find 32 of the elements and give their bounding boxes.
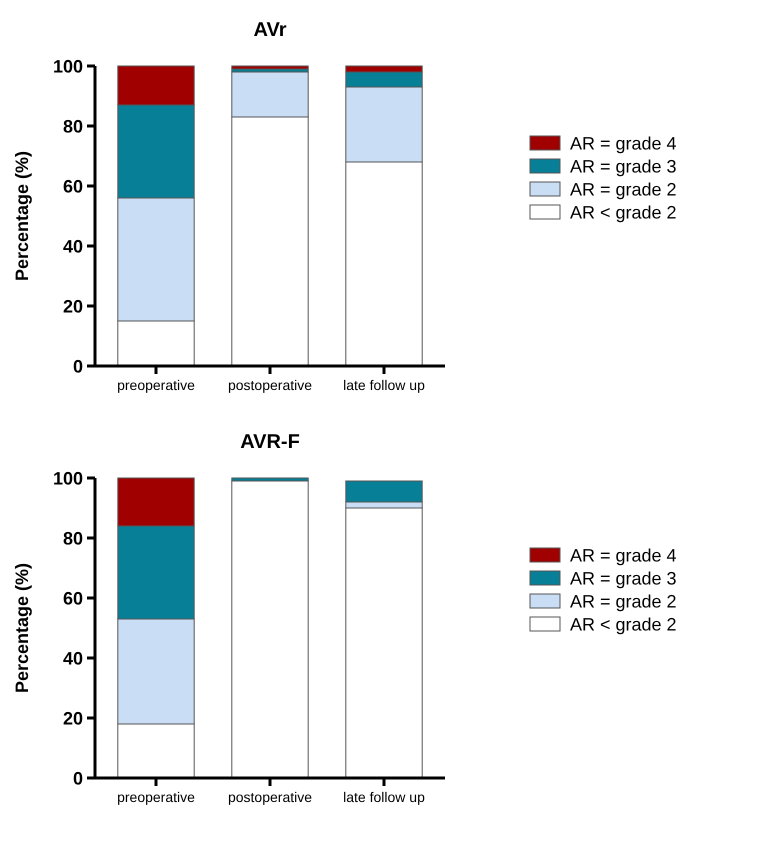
chart-title: AVR-F	[240, 431, 300, 453]
x-tick-label: late follow up	[343, 789, 426, 805]
y-tick-label: 0	[72, 768, 83, 788]
chart-title: AVr	[254, 19, 287, 41]
y-tick-label: 100	[52, 468, 83, 488]
y-tick-label: 80	[62, 528, 83, 548]
legend-label: AR = grade 3	[570, 568, 677, 588]
legend-label: AR = grade 2	[570, 591, 677, 612]
legend-label: AR = grade 4	[570, 133, 677, 154]
y-tick-label: 40	[62, 236, 83, 256]
y-tick-label: 20	[62, 296, 83, 316]
bar	[231, 480, 309, 778]
legend-label: AR = grade 4	[570, 545, 677, 566]
x-tick-label: late follow up	[343, 377, 426, 393]
y-tick-label: 80	[62, 116, 83, 136]
bar	[231, 66, 309, 70]
x-tick-label: preoperative	[117, 789, 196, 805]
x-tick-label: postoperative	[228, 789, 312, 805]
legend-label: AR < grade 2	[570, 614, 677, 634]
x-tick-label: postoperative	[228, 377, 312, 393]
x-tick-label: preoperative	[117, 377, 196, 393]
y-tick-label: 60	[62, 588, 83, 608]
legend-label: AR < grade 2	[570, 202, 677, 222]
y-tick-label: 40	[62, 648, 83, 668]
y-tick-label: 60	[62, 176, 83, 196]
y-tick-label: 20	[62, 708, 83, 728]
y-axis-title: Percentage (%)	[12, 562, 32, 694]
legend-label: AR = grade 3	[570, 156, 677, 176]
y-tick-label: 100	[52, 56, 83, 76]
legend-label: AR = grade 2	[570, 179, 677, 200]
y-tick-label: 0	[72, 356, 83, 376]
y-axis-title: Percentage (%)	[12, 150, 32, 282]
